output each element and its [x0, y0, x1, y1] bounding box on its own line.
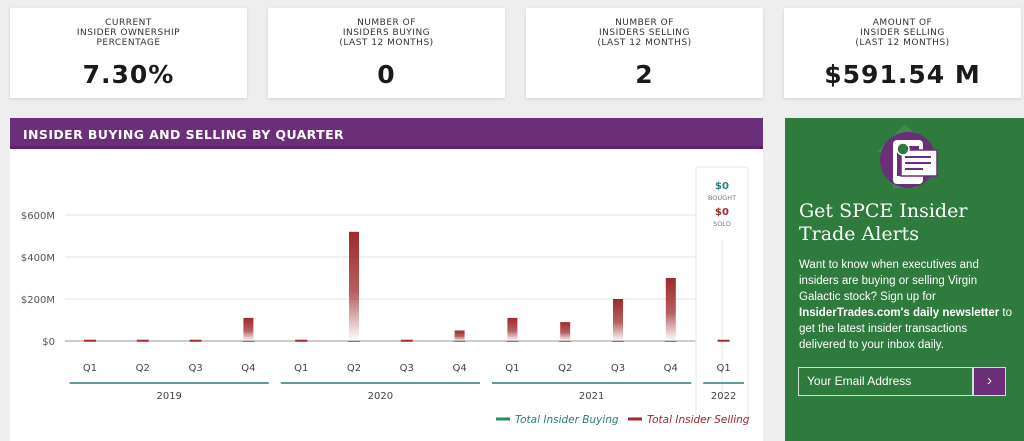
- email-input[interactable]: Your Email Address: [798, 367, 973, 396]
- x-tick-label: Q1: [505, 363, 519, 374]
- promo-body-text: Want to know when executives and insider…: [799, 259, 979, 303]
- insider-chart: $0 $200M $400M $600M $0 BOUGHT $0 SOLD Q1 Q2 Q3 Q4 Q…: [21, 166, 750, 426]
- x-tick-label: Q3: [611, 363, 625, 374]
- tooltip-bought-label: BOUGHT: [708, 194, 736, 202]
- promo-body: Want to know when executives and insider…: [799, 257, 1014, 353]
- stat-card-amount: AMOUNT OF INSIDER SELLING (LAST 12 MONTH…: [784, 8, 1021, 98]
- selling-bar: [560, 322, 571, 341]
- x-tick-label: Q4: [241, 363, 255, 374]
- x-tick-label: Q3: [400, 363, 414, 374]
- x-tick-label: Q1: [83, 363, 97, 374]
- year-label: 2020: [368, 391, 393, 402]
- legend-buying-label: Total Insider Buying: [515, 414, 619, 426]
- newsletter-name: InsiderTrades.com's daily newsletter: [799, 307, 1000, 319]
- chart-panel: INSIDER BUYING AND SELLING BY QUARTER $0…: [10, 118, 763, 441]
- promo-title: Get SPCE Insider Trade Alerts: [799, 200, 968, 245]
- x-tick-label: Q2: [558, 363, 572, 374]
- x-tick-label: Q1: [716, 363, 730, 374]
- stat-card-ownership: CURRENT INSIDER OWNERSHIP PERCENTAGE 7.3…: [10, 8, 247, 98]
- tooltip-sold-label: SOLD: [713, 220, 731, 228]
- legend-selling-label: Total Insider Selling: [647, 414, 750, 426]
- x-tick-label: Q3: [188, 363, 202, 374]
- phone-alert-icon: [877, 124, 938, 188]
- year-label: 2022: [711, 391, 736, 402]
- x-tick-label: Q4: [664, 363, 678, 374]
- selling-bar: [665, 278, 676, 341]
- tooltip-sold-value: $0: [715, 207, 729, 218]
- newsletter-promo: Get SPCE Insider Trade Alerts Want to kn…: [785, 118, 1024, 441]
- promo-body-text-2: to get the latest insider transactions d…: [799, 307, 1013, 351]
- chevron-right-icon: ›: [987, 372, 992, 389]
- selling-bar: [454, 330, 465, 341]
- x-tick-label: Q2: [347, 363, 361, 374]
- y-tick-label: $600M: [21, 211, 55, 222]
- stat-value: $591.54 M: [824, 60, 981, 89]
- selling-bar: [613, 299, 623, 341]
- y-tick-label: $0: [42, 337, 55, 348]
- y-tick-label: $200M: [21, 295, 55, 306]
- x-tick-label: Q2: [136, 363, 150, 374]
- stat-card-buying: NUMBER OF INSIDERS BUYING (LAST 12 MONTH…: [268, 8, 505, 98]
- selling-bar: [349, 231, 359, 341]
- x-tick-label: Q4: [452, 363, 466, 374]
- stat-value: 7.30%: [82, 60, 175, 89]
- stat-label: AMOUNT OF INSIDER SELLING (LAST 12 MONTH…: [855, 18, 950, 48]
- chart-title: INSIDER BUYING AND SELLING BY QUARTER: [10, 118, 763, 149]
- stat-value: 2: [635, 60, 654, 89]
- x-tick-label: Q1: [294, 363, 308, 374]
- stat-card-selling: NUMBER OF INSIDERS SELLING (LAST 12 MONT…: [526, 8, 763, 98]
- y-tick-label: $400M: [21, 253, 55, 264]
- selling-bar: [243, 317, 254, 341]
- year-label: 2019: [156, 391, 181, 402]
- tooltip-bought-value: $0: [715, 181, 729, 192]
- stat-label: CURRENT INSIDER OWNERSHIP PERCENTAGE: [76, 18, 181, 48]
- year-label: 2021: [579, 391, 604, 402]
- submit-button[interactable]: ›: [973, 367, 1006, 396]
- stat-label: NUMBER OF INSIDERS BUYING (LAST 12 MONTH…: [339, 18, 434, 48]
- stat-value: 0: [377, 60, 396, 89]
- selling-bar: [507, 317, 518, 341]
- stat-label: NUMBER OF INSIDERS SELLING (LAST 12 MONT…: [597, 18, 692, 48]
